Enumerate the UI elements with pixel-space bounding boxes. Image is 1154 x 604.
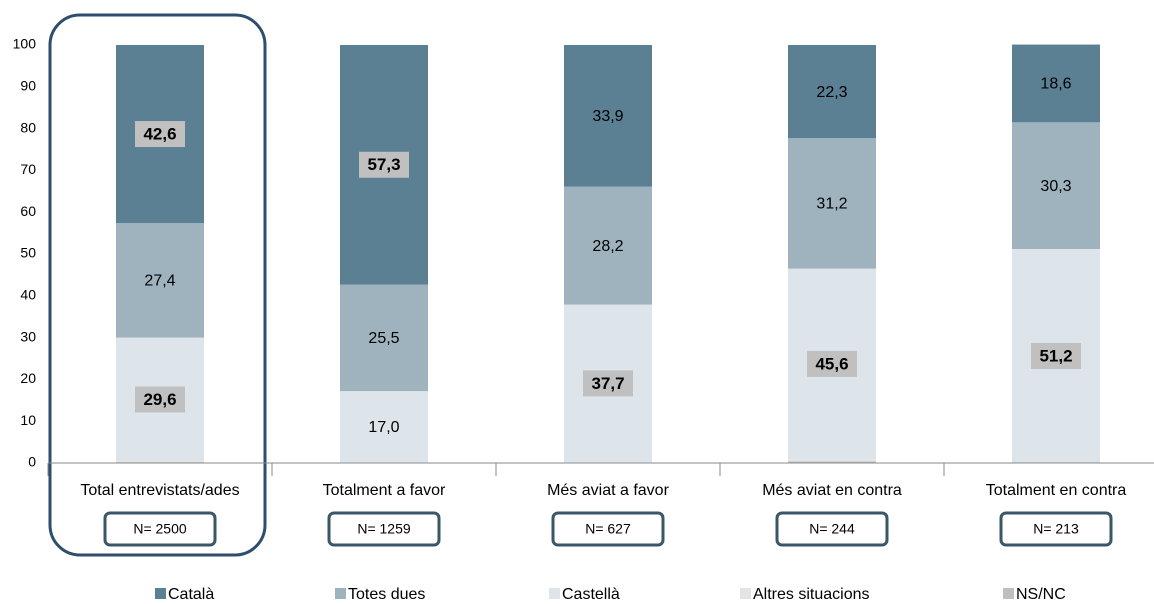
sample-size: N= 244: [809, 521, 855, 537]
sample-box: [999, 511, 1113, 547]
data-label: 45,6: [815, 354, 848, 373]
data-label: 18,6: [1040, 76, 1071, 93]
data-label: 42,6: [143, 125, 176, 144]
bar-segment: [1012, 122, 1100, 249]
data-label: 29,6: [143, 390, 176, 409]
legend-label: Totes dues: [348, 586, 425, 603]
sample-box: [327, 511, 441, 547]
legend-label: Altres situacions: [753, 586, 870, 603]
data-label: 27,4: [144, 273, 175, 290]
legend-swatch: [549, 588, 560, 599]
data-label: 28,2: [592, 238, 623, 255]
sample-size: N= 1259: [357, 521, 411, 537]
bar-segment: [116, 461, 204, 463]
x-tick-label: Totalment en contra: [986, 482, 1127, 499]
bar-segment: [340, 284, 428, 392]
bar-segment: [116, 223, 204, 338]
x-tick-label: Més aviat en contra: [762, 482, 902, 499]
y-tick-label: 0: [28, 454, 36, 470]
highlight-frame: [48, 13, 267, 557]
sample-box: [775, 511, 889, 547]
sample-size: N= 213: [1033, 521, 1079, 537]
bar-segment: [788, 138, 876, 269]
y-tick-label: 90: [20, 78, 36, 94]
legend-label: Català: [168, 586, 214, 603]
bar-segment: [788, 45, 876, 139]
x-tick-label: Més aviat a favor: [547, 482, 670, 499]
bar-segment: [1012, 44, 1100, 123]
y-tick-label: 20: [20, 370, 36, 386]
bar-segment: [564, 186, 652, 305]
y-tick-label: 80: [20, 119, 36, 135]
legend-label: NS/NC: [1016, 586, 1066, 603]
bar-segment: [340, 391, 428, 463]
label-box: [359, 151, 409, 178]
legend-swatch: [155, 588, 166, 599]
legend-swatch: [1003, 588, 1014, 599]
bar-segment: [788, 461, 876, 463]
y-tick-label: 40: [20, 287, 36, 303]
label-box: [135, 386, 185, 413]
data-label: 17,0: [368, 419, 399, 436]
label-box: [583, 370, 633, 397]
bar-segment: [564, 45, 652, 187]
label-box: [135, 121, 185, 148]
sample-box: [551, 511, 665, 547]
data-label: 51,2: [1039, 346, 1072, 365]
y-tick-label: 100: [13, 36, 37, 52]
data-label: 22,3: [816, 84, 847, 101]
data-label: 31,2: [816, 196, 847, 213]
legend-swatch: [740, 588, 751, 599]
sample-size: N= 627: [585, 521, 631, 537]
legend-label: Castellà: [562, 586, 620, 603]
y-tick-label: 50: [20, 245, 36, 261]
x-tick-label: Totalment a favor: [323, 482, 446, 499]
sample-box: [103, 511, 217, 547]
data-label: 30,3: [1040, 178, 1071, 195]
data-label: 25,5: [368, 330, 399, 347]
label-box: [807, 350, 857, 377]
y-tick-label: 70: [20, 161, 36, 177]
y-tick-label: 30: [20, 328, 36, 344]
data-label: 37,7: [591, 374, 624, 393]
x-tick-label: Total entrevistats/ades: [80, 482, 239, 499]
y-tick-label: 10: [20, 412, 36, 428]
sample-size: N= 2500: [133, 521, 187, 537]
y-tick-label: 60: [20, 203, 36, 219]
data-label: 57,3: [367, 155, 400, 174]
legend-swatch: [335, 588, 346, 599]
data-label: 33,9: [592, 108, 623, 125]
bar-segment: [788, 459, 876, 462]
label-box: [1031, 342, 1081, 369]
